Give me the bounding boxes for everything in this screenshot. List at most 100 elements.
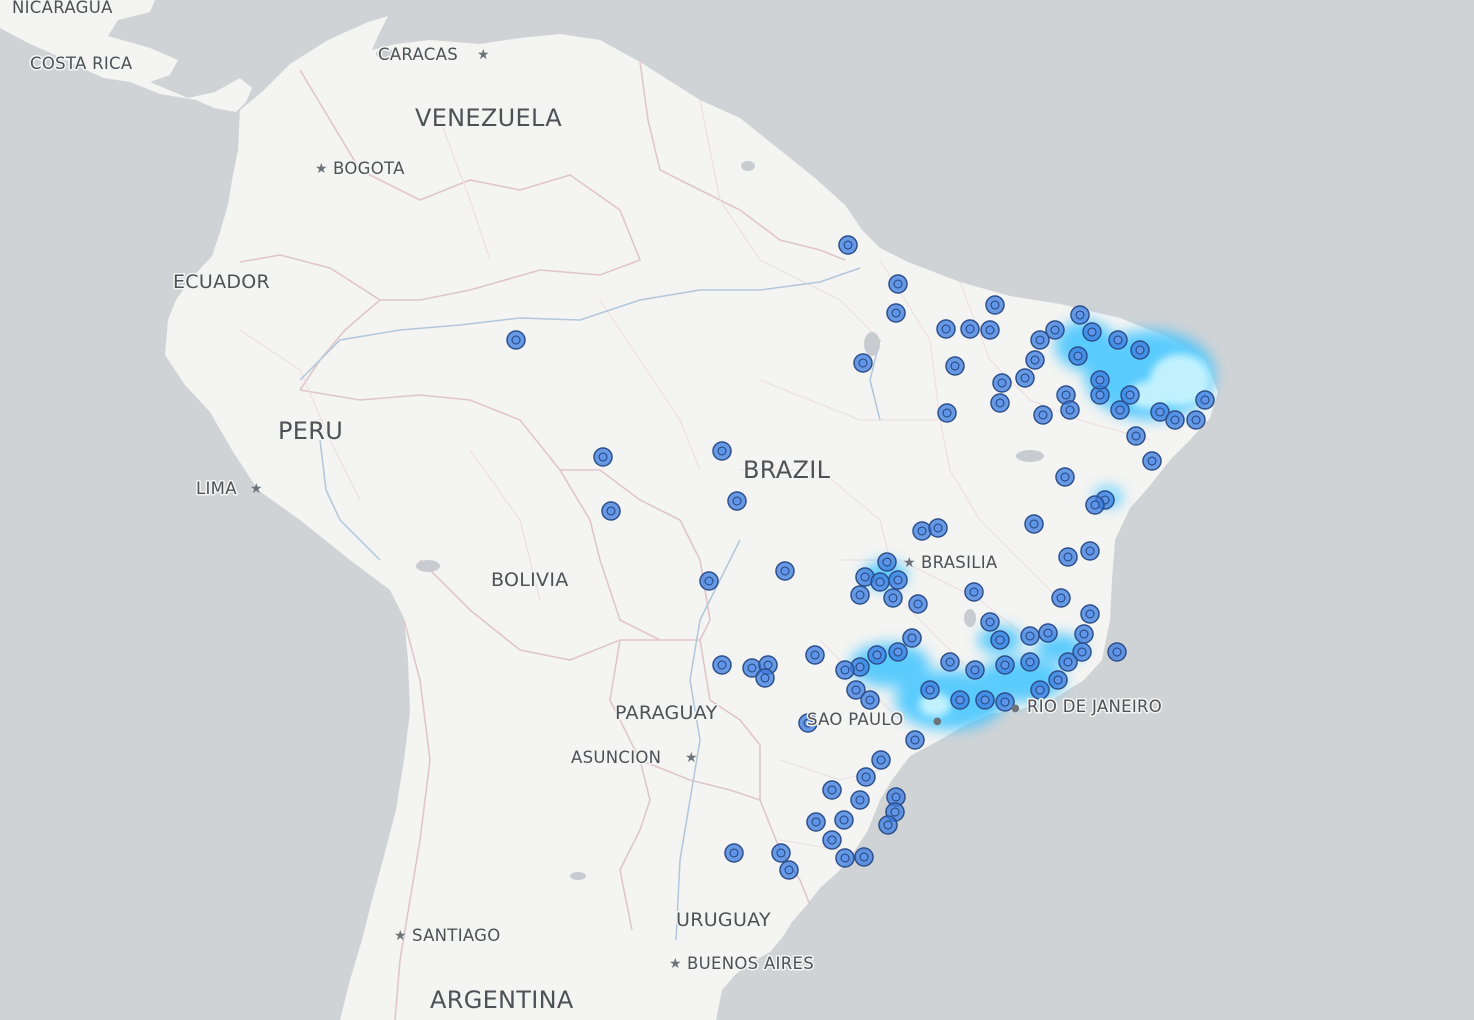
- map-point-core: [883, 820, 893, 830]
- map-point-core: [893, 279, 903, 289]
- capital-star-icon: ★: [250, 481, 263, 497]
- label-brazil: BRAZIL: [743, 456, 831, 484]
- map-point-core: [890, 807, 900, 817]
- map-point-core: [803, 718, 813, 728]
- map-point-core: [839, 815, 849, 825]
- map-point-core: [827, 785, 837, 795]
- map-point-core: [855, 662, 865, 672]
- lake: [570, 872, 586, 880]
- island: [741, 161, 755, 171]
- map-point-core: [1056, 593, 1066, 603]
- map-point-core: [717, 446, 727, 456]
- capital-star-icon: ★: [477, 47, 490, 63]
- map-point-core: [945, 657, 955, 667]
- map-point-core: [811, 817, 821, 827]
- map-point-core: [1063, 552, 1073, 562]
- map-point-core: [1095, 375, 1105, 385]
- lake-maracaibo: [376, 49, 396, 59]
- label-costa-rica: COSTA RICA: [30, 54, 133, 73]
- label-brasilia: BRASILIA: [921, 553, 998, 572]
- map-point-core: [1075, 310, 1085, 320]
- map-point-core: [997, 378, 1007, 388]
- map-point-core: [965, 324, 975, 334]
- map-point-core: [969, 587, 979, 597]
- map-point-core: [840, 853, 850, 863]
- map-point-core: [760, 673, 770, 683]
- map-point-core: [598, 452, 608, 462]
- label-bogota: BOGOTA: [333, 159, 405, 178]
- map-point-core: [827, 835, 837, 845]
- map-point-core: [1029, 519, 1039, 529]
- map-point-core: [511, 335, 521, 345]
- map-point-core: [917, 526, 927, 536]
- map-point-core: [876, 755, 886, 765]
- map-point-core: [1000, 697, 1010, 707]
- map-point-core: [784, 865, 794, 875]
- map-point-core: [933, 523, 943, 533]
- map-point-core: [858, 358, 868, 368]
- map-point-core: [985, 617, 995, 627]
- map-point-core: [893, 647, 903, 657]
- land-central-america: [0, 0, 252, 112]
- map-point-core: [840, 665, 850, 675]
- labels: NICARAGUA COSTA RICA CARACAS ★ VENEZUELA…: [11, 0, 1164, 1016]
- label-santiago: SANTIAGO: [412, 926, 501, 945]
- map-point-core: [776, 848, 786, 858]
- map-point-core: [1038, 410, 1048, 420]
- map-point-core: [1155, 407, 1165, 417]
- label-venezuela: VENEZUELA: [415, 104, 562, 132]
- map-point-core: [925, 685, 935, 695]
- map-point-core: [865, 695, 875, 705]
- map-point-core: [1020, 373, 1030, 383]
- points-layer: [506, 235, 1215, 880]
- map-point-core: [1090, 500, 1100, 510]
- map-point-core: [763, 660, 773, 670]
- map-point-core: [1085, 546, 1095, 556]
- capital-star-icon: ★: [903, 555, 916, 571]
- label-ecuador: ECUADOR: [173, 271, 270, 293]
- city-dot-icon: ●: [1011, 703, 1020, 714]
- label-paraguay: PARAGUAY: [615, 702, 718, 724]
- map-point-core: [1050, 325, 1060, 335]
- lake-titicaca: [416, 560, 440, 572]
- map-point-core: [1073, 351, 1083, 361]
- map-point-core: [606, 506, 616, 516]
- map-point-core: [861, 772, 871, 782]
- map-point-core: [1000, 660, 1010, 670]
- capital-star-icon: ★: [685, 750, 698, 766]
- map-point-core: [875, 577, 885, 587]
- map-point-core: [1030, 355, 1040, 365]
- map-point-core: [995, 635, 1005, 645]
- map-point-core: [1025, 657, 1035, 667]
- map-point-core: [1025, 631, 1035, 641]
- map-point-core: [888, 593, 898, 603]
- label-buenos-aires: BUENOS AIRES: [687, 954, 814, 973]
- label-sao-paulo: SAO PAULO: [807, 710, 904, 729]
- reservoir: [864, 332, 880, 356]
- map-point-core: [1113, 335, 1123, 345]
- map-point-core: [980, 695, 990, 705]
- map-point-core: [1063, 657, 1073, 667]
- map-point-core: [882, 557, 892, 567]
- map-point-core: [1035, 685, 1045, 695]
- map-point-core: [990, 300, 1000, 310]
- capital-star-icon: ★: [394, 928, 407, 944]
- map-point-core: [1077, 647, 1087, 657]
- map-point-core: [995, 398, 1005, 408]
- map-point-core: [860, 572, 870, 582]
- capital-star-icon: ★: [315, 161, 328, 177]
- map-point-core: [1095, 390, 1105, 400]
- map-point-core: [891, 308, 901, 318]
- map-point-core: [810, 650, 820, 660]
- map-point-core: [907, 633, 917, 643]
- map-point-core: [851, 685, 861, 695]
- map-point-core: [1053, 675, 1063, 685]
- label-caracas: CARACAS: [378, 45, 458, 64]
- map-point-core: [1200, 395, 1210, 405]
- map-point-core: [855, 795, 865, 805]
- map-point-core: [942, 408, 952, 418]
- map-point-core: [893, 575, 903, 585]
- label-lima: LIMA: [196, 479, 237, 498]
